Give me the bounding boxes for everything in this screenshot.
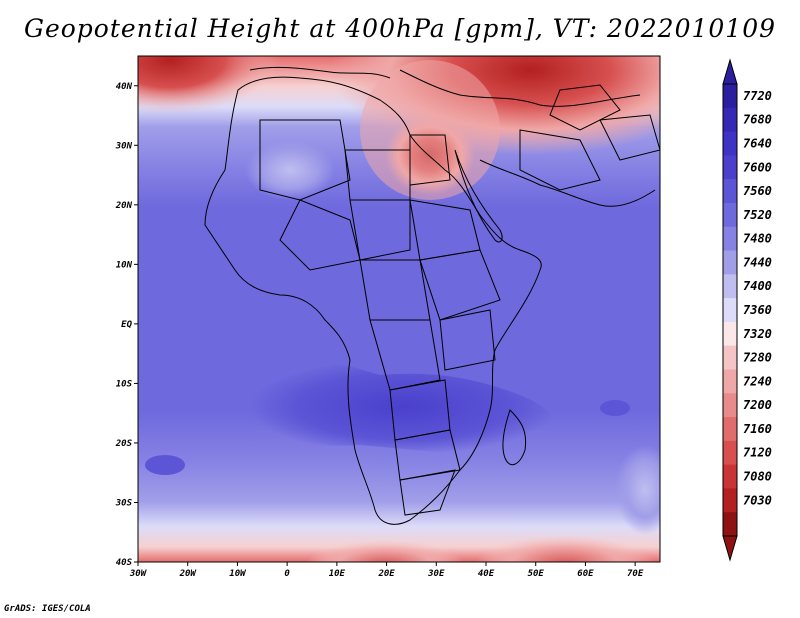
- lon-tick-label: 10E: [329, 569, 346, 579]
- colorbar-label: 7200: [743, 398, 772, 412]
- lat-tick-label: 10S: [116, 379, 133, 389]
- lon-tick-label: 20W: [179, 569, 198, 579]
- lat-tick-label: 30S: [115, 498, 133, 508]
- colorbar-segment: [723, 250, 737, 275]
- colorbar-label: 7280: [743, 351, 772, 365]
- lat-tick-label: 10N: [116, 260, 133, 270]
- colorbar-label: 7400: [743, 279, 772, 293]
- lon-tick-label: 10W: [229, 569, 247, 579]
- colorbar-label: 7480: [743, 232, 772, 246]
- colorbar-segment: [723, 179, 737, 204]
- colorbar-label: 7120: [743, 446, 772, 460]
- colorbar-segment: [723, 298, 737, 323]
- colorbar-segment: [723, 131, 737, 156]
- colorbar-segment: [723, 107, 737, 133]
- colorbar-segment: [723, 274, 737, 299]
- lat-tick-label: 40N: [116, 82, 133, 92]
- colorbar-segment: [723, 345, 737, 370]
- chart-title: Geopotential Height at 400hPa [gpm], VT:…: [23, 14, 777, 43]
- colorbar-label: 7560: [743, 184, 772, 198]
- lon-tick-label: 30W: [129, 569, 148, 579]
- colorbar: 7720 7680 7640 7600 7560 7520 7480 7440 7400 7360…: [722, 58, 772, 562]
- colorbar-bottom-arrow: [722, 535, 738, 562]
- colorbar-segment: [723, 155, 737, 180]
- grads-credit: GrADS: IGES/COLA: [4, 604, 91, 614]
- colorbar-segment: [723, 321, 737, 347]
- coastlines: [204, 66, 660, 525]
- lat-tick-label: 20N: [115, 201, 133, 211]
- latitude-axis: 40N 30N 20N 10N EQ 10S 20S 30S 40S: [115, 82, 138, 568]
- colorbar-label: 7030: [743, 493, 772, 507]
- lon-tick-label: 60E: [577, 569, 594, 579]
- colorbar-segment: [723, 226, 737, 252]
- lat-tick-label: EQ: [121, 320, 132, 330]
- colorbar-label: 7160: [743, 422, 772, 436]
- colorbar-label: 7680: [743, 113, 772, 127]
- lon-tick-label: 30E: [427, 569, 445, 579]
- lon-tick-label: 20E: [377, 569, 395, 579]
- colorbar-segment: [723, 512, 737, 537]
- colorbar-segment: [723, 393, 737, 418]
- colorbar-label: 7320: [743, 327, 772, 341]
- colorbar-label: 7600: [743, 160, 772, 174]
- longitude-axis: 30W 20W 10W 0 10E 20E 30E 40E 50E 60E 70E: [129, 562, 644, 579]
- colorbar-label: 7640: [743, 136, 772, 150]
- colorbar-segment: [723, 417, 737, 442]
- colorbar-segment: [723, 440, 737, 466]
- lon-tick-label: 50E: [528, 569, 545, 579]
- colorbar-label: 7240: [743, 374, 772, 388]
- colorbar-top-arrow: [722, 58, 738, 85]
- colorbar-label: 7080: [743, 470, 772, 484]
- map-frame: [137, 55, 661, 563]
- lon-tick-label: 70E: [627, 569, 644, 579]
- colorbar-segment: [723, 369, 737, 394]
- colorbar-label: 7440: [743, 255, 772, 269]
- height-field: [138, 56, 660, 562]
- lat-tick-label: 20S: [115, 439, 133, 449]
- colorbar-label: 7360: [743, 303, 772, 317]
- colorbar-segment: [723, 464, 737, 489]
- lat-tick-label: 30N: [115, 141, 133, 151]
- lat-tick-label: 40S: [116, 558, 133, 568]
- colorbar-segment: [723, 84, 737, 109]
- colorbar-frame: [722, 83, 738, 537]
- colorbar-label: 7520: [743, 208, 772, 222]
- lon-tick-label: 40E: [478, 569, 495, 579]
- colorbar-segment: [723, 488, 737, 513]
- colorbar-segment: [723, 202, 737, 228]
- lon-tick-label: 0: [284, 569, 290, 579]
- colorbar-label: 7720: [743, 89, 772, 103]
